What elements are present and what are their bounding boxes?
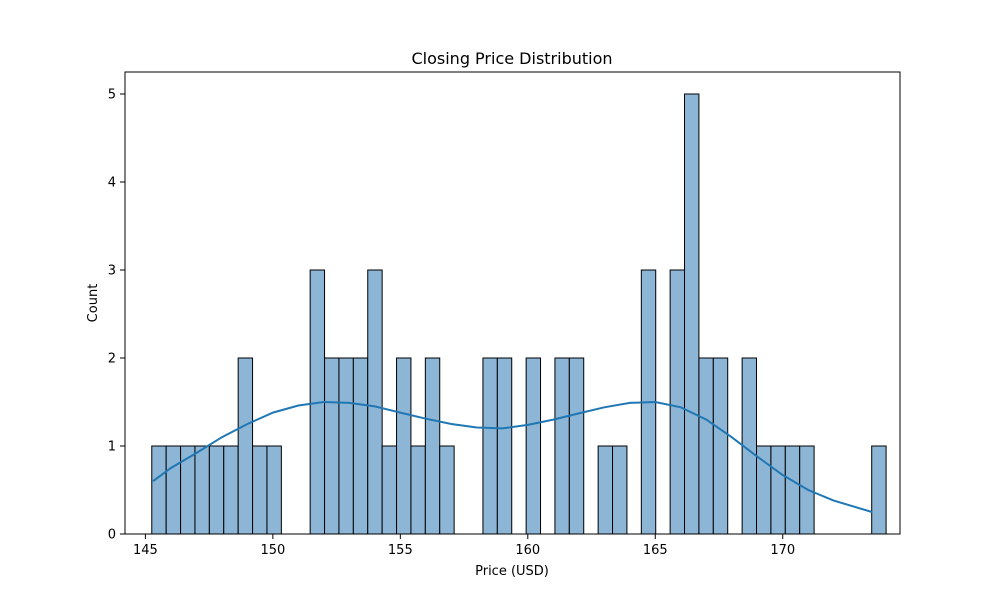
plot-frame — [124, 71, 901, 535]
histogram-bar — [496, 357, 513, 535]
y-tick-label: 2 — [108, 352, 116, 367]
histogram-bar — [338, 357, 354, 535]
histogram-bar — [784, 445, 801, 535]
histogram-bar — [352, 357, 369, 535]
histogram-bar — [770, 445, 786, 535]
x-axis-label: Price (USD) — [475, 564, 549, 579]
histogram-bar — [381, 445, 398, 535]
y-axis-label: Count — [86, 284, 101, 323]
histogram-bar — [597, 445, 614, 535]
y-tick-label: 1 — [108, 440, 116, 455]
histogram-bar — [684, 93, 700, 535]
histogram-bar — [208, 445, 225, 535]
histogram-bar — [165, 445, 182, 535]
histogram-bar — [367, 269, 383, 535]
histogram-bar — [554, 357, 570, 535]
histogram-bar — [525, 357, 542, 535]
y-tick-label: 5 — [108, 88, 116, 103]
x-axis: 145 150 155 160 165 170 — [133, 534, 795, 558]
histogram-bar — [252, 445, 268, 535]
histogram-bar — [669, 269, 686, 535]
histogram-bar — [439, 445, 455, 535]
x-tick-label: 145 — [133, 543, 158, 558]
kde-line — [152, 400, 873, 513]
x-tick-label: 155 — [388, 543, 413, 558]
y-axis: 0 1 2 3 4 5 — [108, 88, 125, 543]
histogram-bar — [410, 445, 426, 535]
histogram-bar — [612, 445, 628, 535]
x-tick-label: 160 — [515, 543, 540, 558]
histogram-bar — [568, 357, 585, 535]
x-tick-label: 150 — [260, 543, 285, 558]
histogram-bar — [482, 357, 498, 535]
histogram-bar — [324, 357, 340, 535]
histogram-bar — [424, 357, 441, 535]
y-tick-label: 3 — [108, 264, 116, 279]
histogram-bar — [871, 445, 887, 535]
histogram-bar — [237, 357, 254, 535]
histogram-bar — [396, 357, 412, 535]
chart-title: Closing Price Distribution — [411, 49, 612, 68]
histogram-bar — [223, 445, 239, 535]
histogram-bar — [194, 445, 210, 535]
histogram-bar — [712, 357, 729, 535]
histogram-bar — [698, 357, 714, 535]
x-tick-label: 170 — [770, 543, 795, 558]
histogram-bar — [756, 445, 772, 535]
bar-group — [151, 93, 887, 535]
y-tick-label: 4 — [108, 176, 116, 191]
histogram-bar — [266, 445, 282, 535]
x-tick-label: 165 — [643, 543, 668, 558]
histogram-bar — [151, 445, 167, 535]
y-tick-label: 0 — [108, 528, 116, 543]
